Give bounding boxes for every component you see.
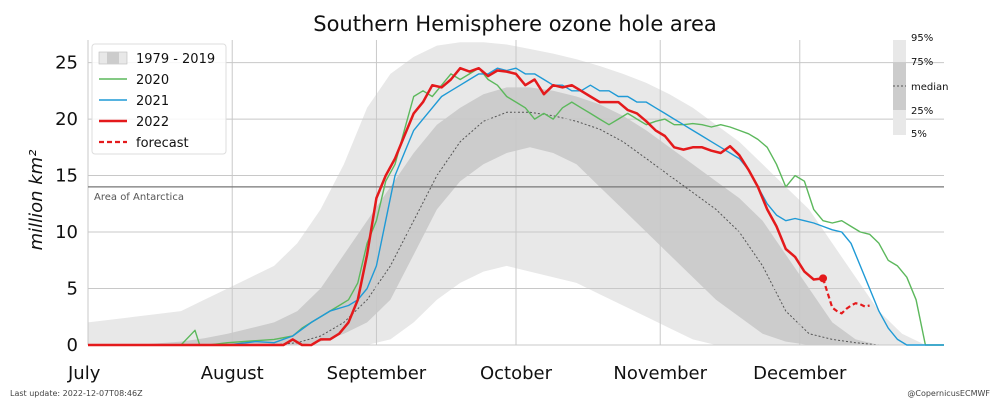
antarctica-reference: Area of Antarctica (88, 186, 944, 203)
x-tick-label: December (753, 363, 847, 384)
pct-label: 75% (911, 57, 933, 68)
y-tick-label: 15 (55, 166, 78, 187)
grid-lines (87, 40, 944, 346)
y-tick-labels: 0 5 10 15 20 25 (55, 53, 78, 356)
y-tick-label: 5 (67, 279, 78, 300)
antarctica-label: Area of Antarctica (94, 192, 184, 203)
legend-label: 2020 (136, 73, 169, 88)
pct-inner-bar (893, 62, 906, 110)
x-tick-label: August (201, 363, 264, 384)
copernicus-credit: @CopernicusECMWF (907, 389, 990, 398)
latest-2022-point (819, 274, 828, 283)
y-axis-label: million km² (26, 150, 47, 251)
band-25-75 (88, 87, 944, 346)
y-tick-label: 10 (55, 222, 78, 243)
x-tick-label: July (67, 363, 101, 384)
legend-climatology-swatch-inner (107, 52, 119, 64)
legend-label: 2021 (136, 94, 169, 109)
legend: 1979 - 2019 2020 2021 2022 forecast (91, 43, 227, 155)
y-tick-label: 20 (55, 109, 78, 130)
legend-label: 2022 (136, 115, 169, 130)
x-tick-label: November (613, 363, 707, 384)
legend-label: 1979 - 2019 (136, 52, 215, 67)
series-forecast-line (821, 278, 870, 315)
legend-label: forecast (136, 136, 189, 151)
x-tick-labels: July August September October November Decemb… (67, 363, 847, 384)
x-tick-label: September (327, 363, 427, 384)
legend-box (91, 43, 227, 155)
percentile-legend: 95% 75% median 25% 5% (893, 33, 949, 140)
y-tick-label: 25 (55, 53, 78, 74)
pct-label: 25% (911, 106, 933, 117)
last-update: Last update: 2022-12-07T08:46Z (10, 389, 143, 398)
pct-label: median (911, 82, 949, 93)
series-2022-line (88, 66, 824, 347)
pct-label: 5% (911, 129, 927, 140)
pct-label: 95% (911, 33, 933, 44)
chart-title: Southern Hemisphere ozone hole area (313, 12, 717, 36)
series-2021-line (88, 67, 944, 346)
series-2020-line (88, 67, 944, 346)
x-tick-label: October (480, 363, 553, 384)
series-lines (88, 66, 944, 347)
y-tick-label: 0 (67, 335, 78, 356)
